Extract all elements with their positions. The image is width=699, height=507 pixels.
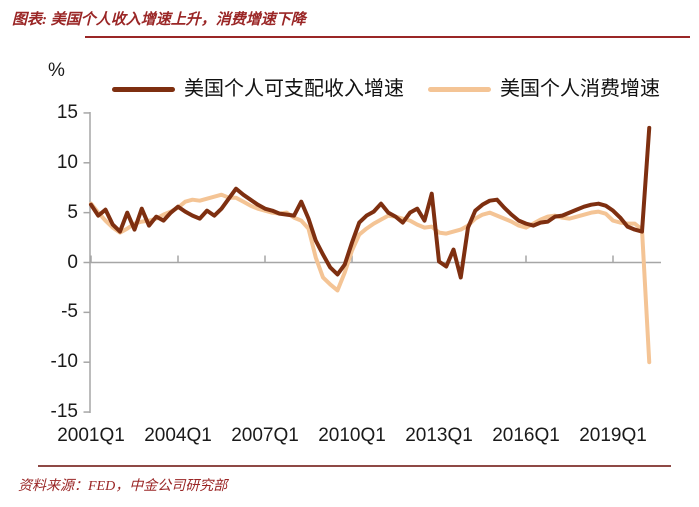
consumption-line-series — [89, 192, 652, 365]
footer-divider-rule — [38, 465, 671, 467]
x-axis-label: 2004Q1 — [144, 425, 212, 446]
y-axis-label: 10 — [56, 151, 78, 173]
legend-label-income: 美国个人可支配收入增速 — [184, 78, 404, 100]
consumption-line-swatch — [428, 87, 491, 92]
x-axis-label: 2007Q1 — [231, 425, 299, 446]
y-axis-label: 5 — [67, 201, 78, 223]
x-axis-label: 2013Q1 — [405, 425, 473, 446]
x-axis-label: 2016Q1 — [492, 425, 560, 446]
y-axis-label: -10 — [50, 351, 78, 373]
x-axis-label: 2001Q1 — [57, 425, 125, 446]
income-line-series — [89, 125, 652, 280]
income-line-swatch — [112, 87, 175, 92]
y-axis-label: 0 — [67, 251, 78, 273]
title-divider-rule — [85, 36, 690, 38]
chart-title: 图表: 美国个人收入增速上升，消费增速下降 — [12, 12, 306, 28]
x-axis-label: 2010Q1 — [318, 425, 386, 446]
legend-label-consumption: 美国个人消费增速 — [500, 78, 660, 100]
y-axis-label: 15 — [56, 101, 78, 123]
source-note: 资料来源：FED，中金公司研究部 — [18, 479, 228, 494]
y-axis-label: -5 — [61, 301, 78, 323]
x-axis-label: 2019Q1 — [579, 425, 647, 446]
y-axis-label: -15 — [50, 401, 78, 423]
y-axis-unit-label: % — [48, 60, 65, 81]
